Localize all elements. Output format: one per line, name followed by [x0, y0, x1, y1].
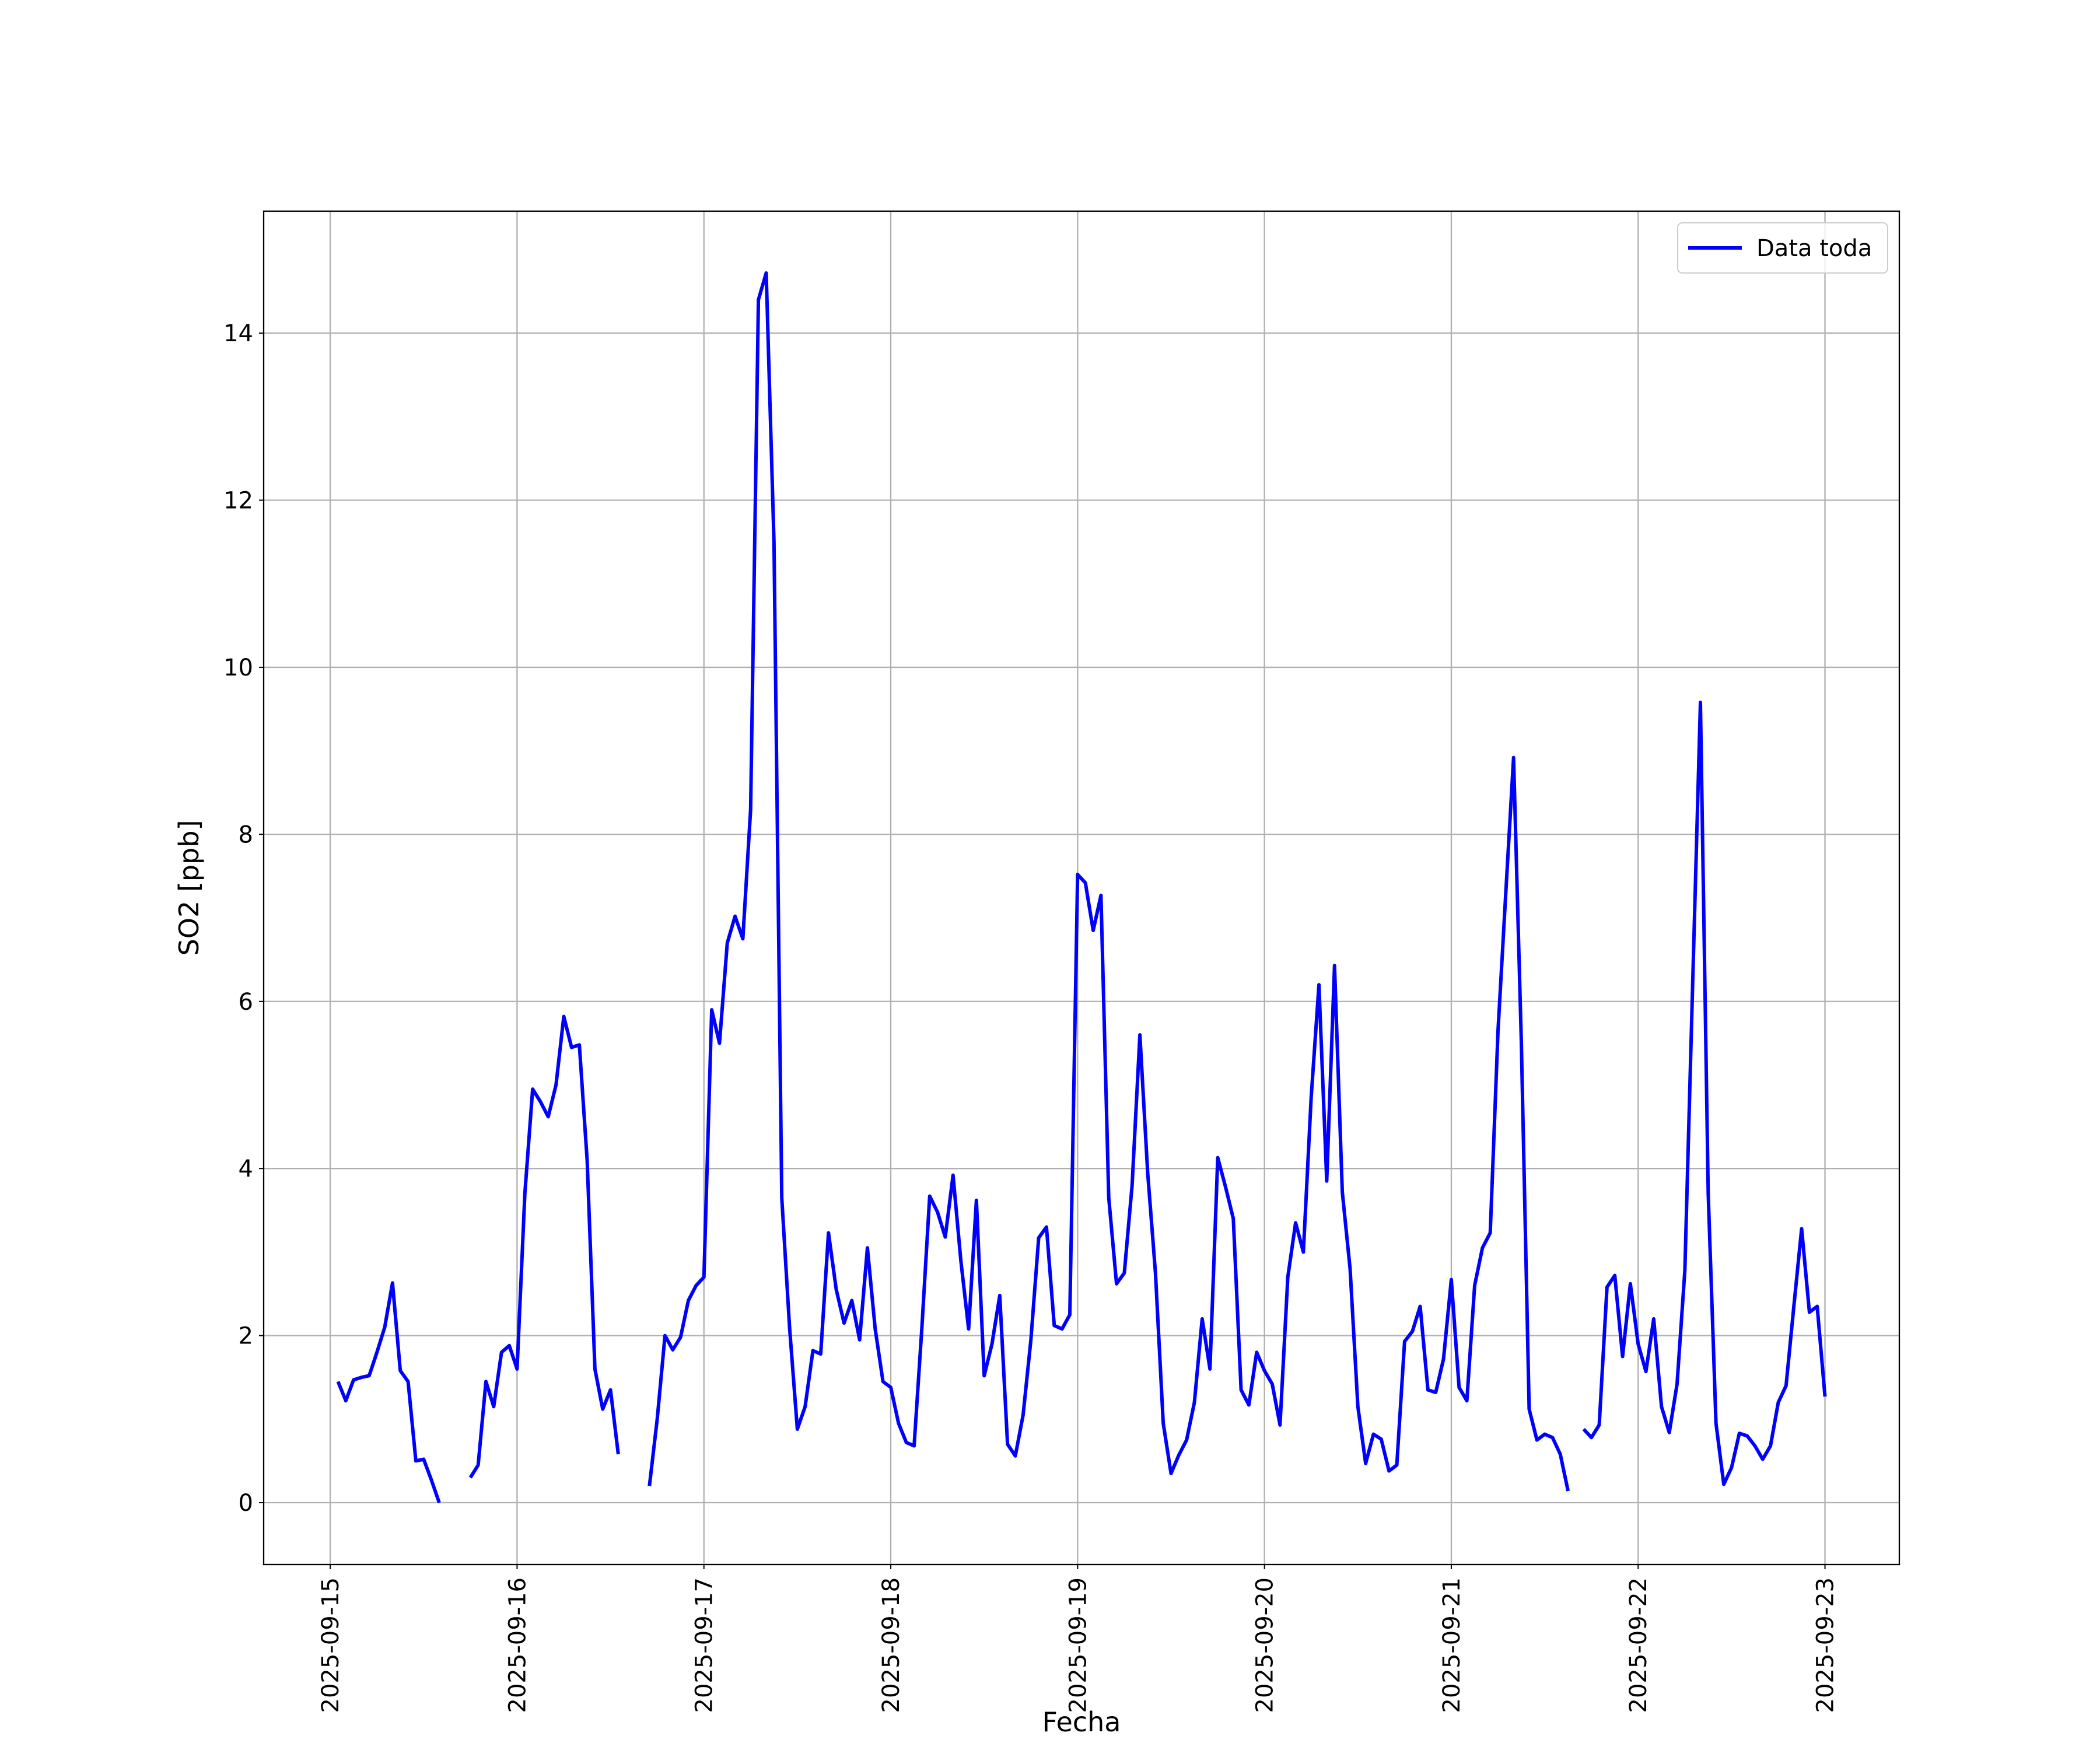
y-tick-label: 8 — [239, 821, 253, 848]
x-tick-label: 2025-09-18 — [878, 1577, 905, 1713]
y-tick-label: 0 — [239, 1490, 253, 1517]
y-tick-label: 4 — [239, 1156, 253, 1182]
legend-box — [1677, 222, 1888, 274]
y-tick-label: 10 — [223, 654, 253, 681]
y-axis-label: SO2 [ppb] — [173, 820, 205, 956]
x-tick-label: 2025-09-21 — [1438, 1577, 1465, 1713]
y-tick-label: 2 — [239, 1323, 253, 1350]
x-tick-label: 2025-09-22 — [1625, 1577, 1652, 1713]
x-tick-label: 2025-09-20 — [1252, 1577, 1279, 1713]
data-line — [336, 271, 1827, 1503]
legend: Data toda — [1677, 222, 1888, 274]
y-tick-label: 6 — [239, 989, 253, 1016]
x-tick-label: 2025-09-15 — [317, 1577, 344, 1713]
x-tick-label: 2025-09-17 — [691, 1577, 718, 1713]
y-tick-label: 12 — [223, 488, 253, 514]
x-tick-label: 2025-09-19 — [1065, 1577, 1091, 1713]
x-axis-label: Fecha — [1042, 1706, 1121, 1738]
plot-frame — [262, 210, 1901, 1566]
legend-label: Data toda — [1756, 235, 1872, 262]
x-tick-label: 2025-09-16 — [504, 1577, 531, 1713]
y-tick-label: 14 — [223, 320, 253, 347]
x-tick-label: 2025-09-23 — [1812, 1577, 1839, 1713]
